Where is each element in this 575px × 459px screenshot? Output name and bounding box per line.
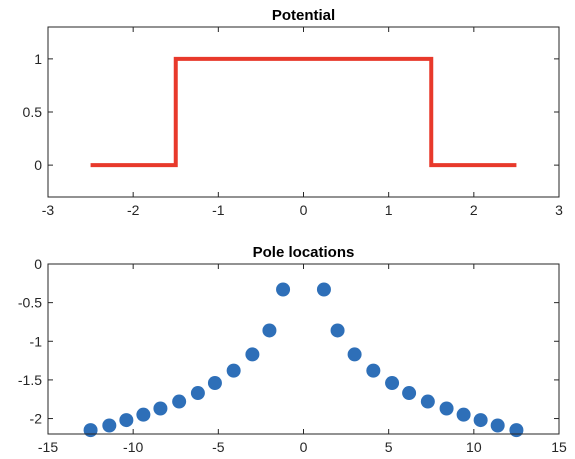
- pole-data-point: [153, 401, 168, 416]
- pole-data-point: [439, 401, 454, 416]
- pole-data-point: [172, 394, 187, 409]
- pole-data-point: [102, 418, 117, 433]
- pole-x-tick-label: -5: [212, 439, 225, 455]
- pole-data-point: [420, 394, 435, 409]
- pole-data-point: [385, 376, 400, 390]
- potential-axes-box: [47, 26, 560, 198]
- pole-data-point: [190, 386, 205, 401]
- pole-data-point: [456, 407, 471, 422]
- pole-x-tick-label: 5: [385, 439, 393, 455]
- pole-data-point: [473, 413, 488, 428]
- pole-data-point: [119, 413, 134, 428]
- potential-x-tick-label: -1: [212, 202, 225, 218]
- pole-data-point: [245, 347, 260, 362]
- pole-data-point: [276, 282, 291, 297]
- potential-x-tick-label: 2: [470, 202, 478, 218]
- pole-data-point: [83, 423, 98, 438]
- pole-locations-title: Pole locations: [253, 244, 355, 261]
- pole-data-point: [402, 386, 417, 401]
- potential-x-tick-label: 3: [555, 202, 563, 218]
- pole-data-point: [347, 347, 362, 362]
- pole-axes-box: [47, 263, 560, 435]
- potential-y-tick-label: 0.5: [23, 104, 43, 120]
- potential-plot: Potential -3 -2 -1 0 1 2 3 0 0.5 1: [23, 7, 564, 218]
- pole-data-point: [316, 282, 331, 297]
- pole-data-point: [366, 363, 381, 378]
- pole-data-point: [509, 423, 524, 438]
- potential-x-tick-label: 1: [385, 202, 393, 218]
- pole-x-tick-label: 0: [300, 439, 308, 455]
- pole-data-point: [262, 323, 277, 338]
- pole-data-point: [136, 407, 151, 422]
- pole-x-tick-label: -15: [38, 439, 58, 455]
- pole-y-tick-label: -1: [30, 333, 43, 349]
- potential-x-tick-label: -3: [42, 202, 55, 218]
- pole-x-tick-label: 10: [466, 439, 482, 455]
- potential-title: Potential: [272, 7, 335, 24]
- pole-data-point: [226, 363, 241, 378]
- pole-data-point: [490, 418, 505, 433]
- pole-data-point: [207, 376, 222, 390]
- pole-data-point: [330, 323, 345, 338]
- potential-y-tick-label: 1: [34, 51, 42, 67]
- pole-x-tick-label: -10: [123, 439, 143, 455]
- pole-locations-plot: Pole locations -15 -10 -5 0 5 10 15 0 -0.5 -1 -1.5…: [18, 244, 567, 455]
- potential-series-line: [90, 56, 517, 168]
- pole-y-tick-label: -0.5: [18, 295, 42, 311]
- pole-y-tick-label: 0: [34, 256, 42, 272]
- potential-x-tick-label: -2: [127, 202, 140, 218]
- potential-y-tick-label: 0: [34, 157, 42, 173]
- pole-y-tick-label: -2: [30, 411, 43, 427]
- pole-x-tick-label: 15: [551, 439, 567, 455]
- pole-y-tick-label: -1.5: [18, 372, 42, 388]
- potential-x-tick-label: 0: [300, 202, 308, 218]
